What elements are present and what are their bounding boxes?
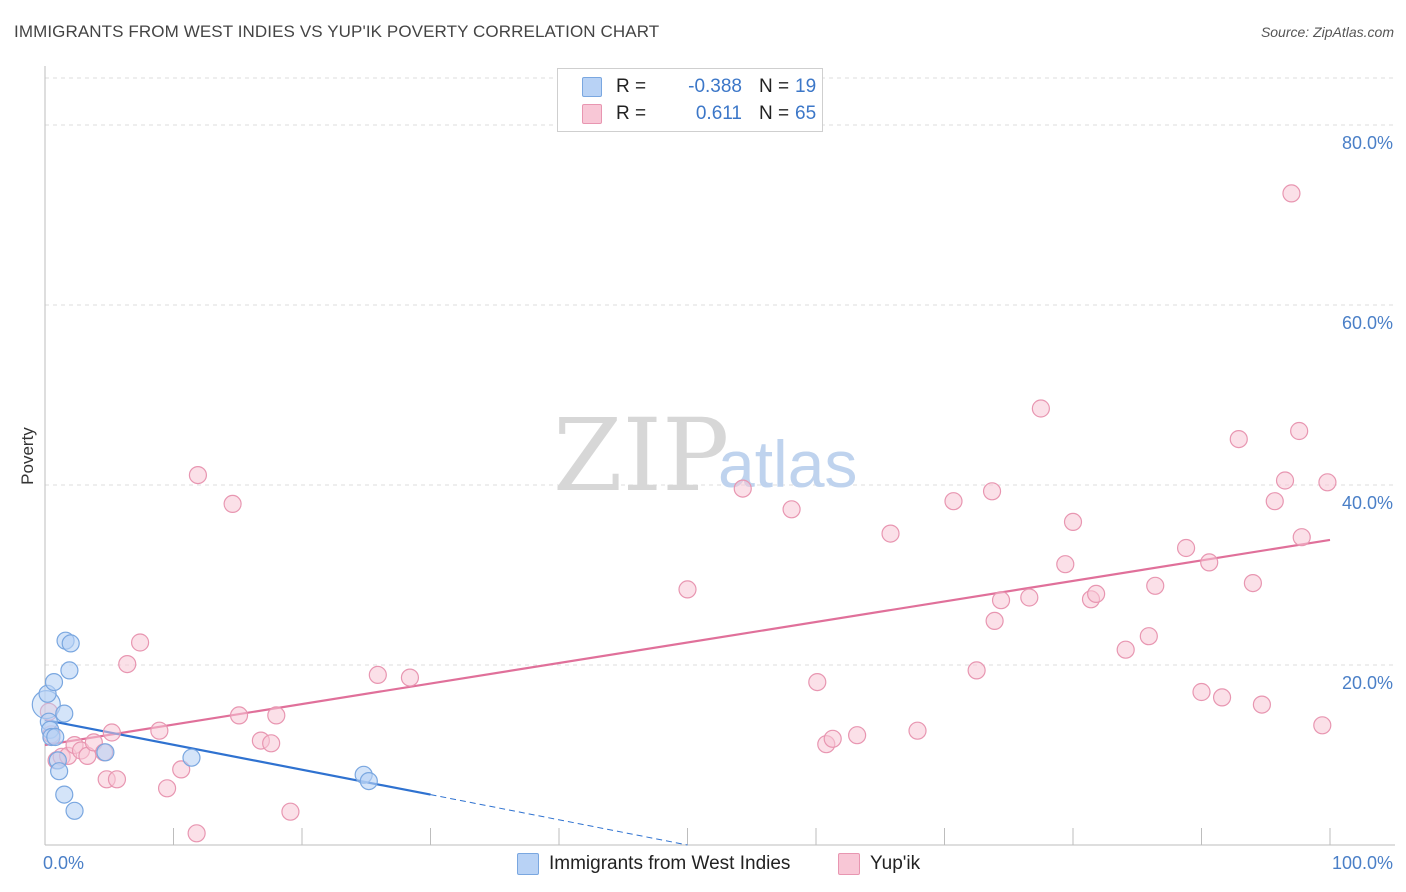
data-point-yupik bbox=[1056, 555, 1075, 574]
data-point-yupik bbox=[187, 824, 206, 843]
watermark-zip: ZIP bbox=[553, 397, 729, 514]
data-point-yupik bbox=[985, 611, 1004, 631]
data-point-yupik bbox=[1146, 576, 1165, 595]
trend-line-yupik bbox=[44, 538, 1331, 747]
trend-line-west-indies-extension bbox=[430, 794, 688, 846]
data-point-yupik bbox=[1087, 584, 1106, 604]
data-point-yupik bbox=[267, 706, 286, 725]
legend-r-label: R = bbox=[616, 103, 647, 124]
data-point-yupik bbox=[1020, 588, 1039, 607]
data-point-yupik bbox=[368, 665, 387, 685]
data-point-yupik bbox=[908, 721, 927, 740]
data-point-yupik bbox=[102, 723, 121, 742]
x-tick-label: 0.0% bbox=[43, 853, 84, 873]
data-point-yupik bbox=[1063, 512, 1083, 532]
data-point-west-indies bbox=[359, 771, 378, 791]
data-point-west-indies bbox=[46, 727, 65, 747]
data-point-yupik bbox=[1290, 421, 1309, 441]
data-point-yupik bbox=[1282, 184, 1301, 203]
data-point-yupik bbox=[150, 721, 169, 740]
legend-n-value: 65 bbox=[795, 103, 817, 124]
legend-r-label: R = bbox=[616, 76, 647, 97]
data-point-yupik bbox=[107, 770, 127, 789]
data-point-yupik bbox=[733, 479, 752, 498]
data-point-west-indies bbox=[50, 762, 69, 781]
legend-swatch-blue bbox=[517, 853, 539, 875]
data-point-yupik bbox=[1252, 695, 1271, 714]
watermark: ZIP atlas bbox=[553, 397, 857, 514]
legend-swatch-blue bbox=[582, 77, 602, 97]
data-point-yupik bbox=[229, 706, 249, 725]
y-tick-label: 40.0% bbox=[1342, 493, 1393, 513]
data-point-yupik bbox=[1031, 399, 1050, 418]
data-point-yupik bbox=[281, 802, 300, 821]
data-point-west-indies bbox=[55, 785, 74, 804]
data-point-yupik bbox=[881, 524, 900, 543]
series-legend: Immigrants from West Indies Yup'ik bbox=[0, 851, 1406, 879]
x-tick-label: 100.0% bbox=[1332, 853, 1393, 873]
data-points bbox=[31, 184, 1337, 843]
data-point-yupik bbox=[1313, 716, 1332, 735]
legend-item-label: Immigrants from West Indies bbox=[549, 853, 791, 874]
data-point-yupik bbox=[118, 654, 137, 674]
data-point-yupik bbox=[1318, 473, 1337, 492]
data-point-west-indies bbox=[55, 704, 74, 723]
data-point-yupik bbox=[1116, 640, 1135, 659]
chart-title: IMMIGRANTS FROM WEST INDIES VS YUP'IK PO… bbox=[14, 22, 660, 41]
data-point-yupik bbox=[808, 672, 827, 692]
data-point-west-indies bbox=[44, 672, 64, 692]
correlation-legend: R = -0.388 N = 19 R = 0.611 N = 65 bbox=[557, 68, 823, 132]
legend-n-label: N = bbox=[759, 76, 790, 97]
gridlines bbox=[45, 77, 1395, 666]
data-point-yupik bbox=[678, 580, 697, 599]
data-point-yupik bbox=[1265, 492, 1284, 511]
data-point-yupik bbox=[188, 466, 208, 485]
data-point-yupik bbox=[1292, 528, 1311, 547]
data-point-yupik bbox=[400, 668, 420, 687]
data-point-yupik bbox=[223, 494, 242, 513]
data-point-yupik bbox=[991, 591, 1011, 610]
source-credit: Source: ZipAtlas.com bbox=[1260, 24, 1394, 40]
data-point-yupik bbox=[982, 482, 1002, 501]
data-point-yupik bbox=[823, 729, 842, 748]
data-point-west-indies bbox=[61, 634, 80, 653]
data-point-yupik bbox=[1200, 553, 1219, 572]
data-point-yupik bbox=[1275, 471, 1295, 490]
data-point-yupik bbox=[1229, 430, 1248, 449]
axes bbox=[44, 66, 1395, 846]
legend-r-value: -0.388 bbox=[688, 76, 742, 97]
legend-swatch-pink bbox=[582, 104, 602, 124]
data-point-west-indies bbox=[65, 801, 84, 820]
data-point-west-indies bbox=[96, 743, 115, 762]
legend-r-value: 0.611 bbox=[695, 103, 742, 124]
y-tick-label: 60.0% bbox=[1342, 313, 1393, 333]
data-point-west-indies bbox=[60, 661, 79, 680]
data-point-yupik bbox=[1176, 538, 1196, 558]
legend-swatch-pink bbox=[838, 853, 860, 875]
legend-item-label: Yup'ik bbox=[870, 853, 921, 874]
data-point-west-indies bbox=[182, 748, 201, 767]
data-point-yupik bbox=[1212, 688, 1232, 707]
y-tick-label: 20.0% bbox=[1342, 673, 1393, 693]
data-point-yupik bbox=[1139, 627, 1158, 646]
data-point-yupik bbox=[848, 726, 867, 745]
y-tick-label: 80.0% bbox=[1342, 133, 1393, 153]
data-point-yupik bbox=[172, 760, 191, 779]
legend-n-value: 19 bbox=[795, 76, 817, 97]
data-point-yupik bbox=[1192, 682, 1211, 702]
y-axis-label: Poverty bbox=[18, 427, 37, 485]
data-point-yupik bbox=[130, 633, 150, 652]
data-point-yupik bbox=[782, 500, 801, 519]
legend-n-label: N = bbox=[759, 103, 790, 124]
data-point-yupik bbox=[967, 661, 986, 680]
data-point-yupik bbox=[157, 779, 177, 798]
tick-labels: 20.0% 40.0% 60.0% 80.0% 0.0% 100.0% bbox=[43, 133, 1393, 873]
data-point-yupik bbox=[944, 492, 963, 511]
data-point-yupik bbox=[1243, 573, 1263, 593]
data-point-yupik bbox=[262, 734, 281, 753]
